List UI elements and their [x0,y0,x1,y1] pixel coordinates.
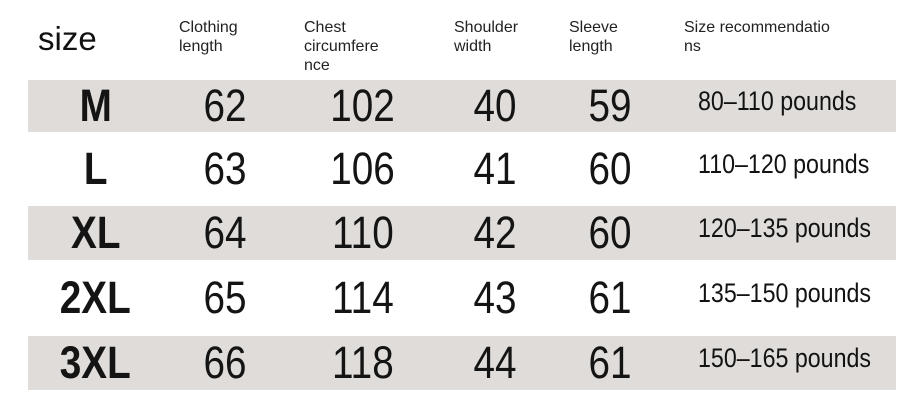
sleeve-length-cell: 60 [553,132,668,206]
chest-circumference-cell: 118 [288,336,438,390]
recommendation-value: 110–120 pounds [698,148,870,179]
size-cell: M [28,80,163,132]
recommendation-cell: 80–110 pounds [668,80,896,132]
chest-circumference-value: 110 [332,207,394,258]
shoulder-width-value: 40 [473,80,518,131]
shoulder-width-cell: 41 [438,132,553,206]
column-header-sleeve-length: Sleeve length [553,0,668,80]
size-cell: XL [28,206,163,260]
recommendation-cell: 150–165 pounds [668,336,896,390]
sleeve-length-cell: 60 [553,206,668,260]
recommendation-value: 80–110 pounds [698,85,857,116]
table-row-2xl: 2XL 65 114 43 61 135–150 pounds [28,260,896,336]
table-row-m: M 62 102 40 59 80–110 pounds [28,80,896,132]
recommendation-cell: 110–120 pounds [668,132,896,206]
size-label: L [83,143,108,194]
clothing-length-cell: 65 [163,260,288,336]
size-chart-table: size Clothing length Chest circumference… [28,0,896,390]
column-header-clothing-length-label: Clothing length [179,19,238,55]
clothing-length-value: 66 [203,337,248,388]
size-cell: 2XL [28,260,163,336]
shoulder-width-value: 43 [473,272,518,323]
column-header-size-recommendations-label: Size recommendations [684,19,830,55]
shoulder-width-cell: 42 [438,206,553,260]
header-row: size Clothing length Chest circumference… [28,0,896,80]
table-row-l: L 63 106 41 60 110–120 pounds [28,132,896,206]
size-cell: 3XL [28,336,163,390]
chest-circumference-value: 118 [332,337,394,388]
sleeve-length-value: 60 [588,207,633,258]
recommendation-value: 120–135 pounds [698,212,872,243]
shoulder-width-value: 44 [473,337,518,388]
clothing-length-value: 64 [203,207,248,258]
size-cell: L [28,132,163,206]
chest-circumference-value: 106 [330,143,396,194]
clothing-length-cell: 62 [163,80,288,132]
clothing-length-value: 62 [203,80,248,131]
chest-circumference-value: 102 [330,80,396,131]
sleeve-length-value: 59 [588,80,633,131]
size-label: 3XL [60,337,131,388]
sleeve-length-cell: 59 [553,80,668,132]
recommendation-cell: 120–135 pounds [668,206,896,260]
clothing-length-cell: 63 [163,132,288,206]
chest-circumference-cell: 102 [288,80,438,132]
column-header-shoulder-width: Shoulder width [438,0,553,80]
column-header-sleeve-length-label: Sleeve length [569,19,618,55]
recommendation-value: 135–150 pounds [698,277,872,308]
shoulder-width-value: 41 [473,143,518,194]
recommendation-cell: 135–150 pounds [668,260,896,336]
shoulder-width-cell: 40 [438,80,553,132]
shoulder-width-value: 42 [473,207,518,258]
column-header-chest-circumference-label: Chest circumference [304,19,379,74]
clothing-length-cell: 66 [163,336,288,390]
sleeve-length-value: 60 [588,143,633,194]
size-label: XL [70,207,121,258]
table-row-xl: XL 64 110 42 60 120–135 pounds [28,206,896,260]
column-header-chest-circumference: Chest circumference [288,0,438,80]
chest-circumference-cell: 114 [288,260,438,336]
shoulder-width-cell: 43 [438,260,553,336]
table-title: size [38,20,97,57]
column-header-clothing-length: Clothing length [163,0,288,80]
recommendation-value: 150–165 pounds [698,342,872,373]
chest-circumference-value: 114 [332,272,394,323]
shoulder-width-cell: 44 [438,336,553,390]
clothing-length-value: 63 [203,143,248,194]
clothing-length-value: 65 [203,272,248,323]
size-label: M [79,80,112,131]
column-header-shoulder-width-label: Shoulder width [454,19,519,55]
chest-circumference-cell: 106 [288,132,438,206]
table-row-3xl: 3XL 66 118 44 61 150–165 pounds [28,336,896,390]
sleeve-length-value: 61 [588,272,633,323]
sleeve-length-cell: 61 [553,336,668,390]
column-header-size-recommendations: Size recommendations [668,0,896,80]
sleeve-length-cell: 61 [553,260,668,336]
chest-circumference-cell: 110 [288,206,438,260]
clothing-length-cell: 64 [163,206,288,260]
sleeve-length-value: 61 [588,337,633,388]
size-label: 2XL [60,272,131,323]
